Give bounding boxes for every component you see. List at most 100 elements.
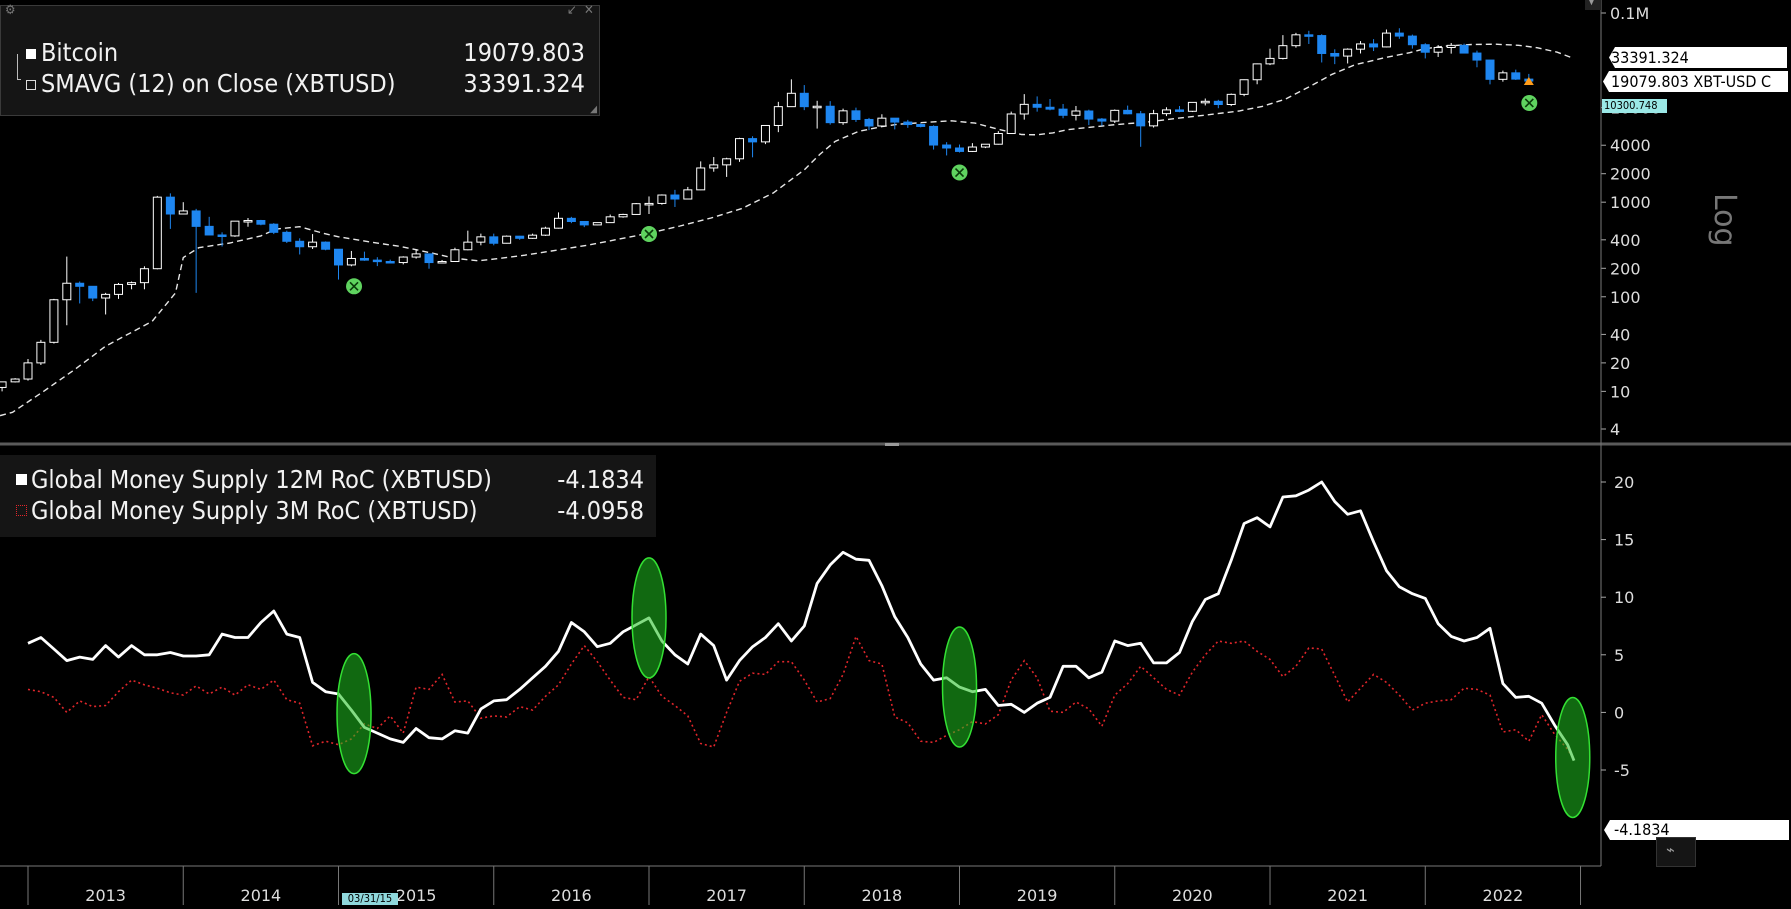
panel-menu-button[interactable]: ▼ <box>1585 0 1601 10</box>
candle <box>165 193 175 229</box>
candle-body <box>424 253 434 264</box>
candle <box>372 257 382 267</box>
year-label: 2017 <box>706 886 747 905</box>
candle-body <box>10 378 20 383</box>
candle <box>955 144 965 153</box>
candle-body <box>1006 113 1016 135</box>
candle-body <box>890 117 900 123</box>
candle <box>1446 42 1456 54</box>
candle <box>1084 109 1094 126</box>
candle <box>1511 69 1521 80</box>
candle <box>722 157 732 177</box>
candle <box>1407 34 1417 49</box>
chart-type-button[interactable]: ⌁ <box>1656 837 1696 867</box>
candle-body <box>411 253 421 258</box>
candle-body <box>838 110 848 124</box>
candle-body <box>1058 108 1068 116</box>
candle-body <box>683 189 693 200</box>
candle <box>903 119 913 128</box>
candle <box>1343 48 1353 64</box>
candle <box>1498 70 1508 82</box>
legend-label-roc12: Global Money Supply 12M RoC (XBTUSD) <box>31 465 492 494</box>
roc-axis-label: -5 <box>1614 761 1630 780</box>
legend-titlebar: ⚙ ↙ ✕ <box>1 3 599 22</box>
signal-marker <box>1521 94 1538 111</box>
resize-handle-icon[interactable]: ◢ <box>590 104 597 115</box>
candle-body <box>1343 48 1353 57</box>
candle <box>0 381 7 392</box>
candle-body <box>1369 43 1379 48</box>
candle-body <box>528 234 538 239</box>
candle-body <box>463 241 473 251</box>
bitcoin-series-icon <box>26 49 36 59</box>
candle <box>359 251 369 261</box>
roc-legend-box[interactable]: Global Money Supply 12M RoC (XBTUSD) -4.… <box>0 455 656 537</box>
price-legend-box[interactable]: ⚙ ↙ ✕ Bitcoin 19079.803 SMAVG (12) on Cl… <box>0 3 600 116</box>
candle <box>528 233 538 239</box>
candle-body <box>670 194 680 200</box>
candle-body <box>735 138 745 160</box>
candle-body <box>993 133 1003 145</box>
candle-body <box>1239 79 1249 95</box>
candle-body <box>1356 43 1366 50</box>
candle <box>230 220 240 237</box>
candle <box>385 259 395 264</box>
candle <box>191 208 201 293</box>
candle <box>1032 96 1042 112</box>
candle-body <box>786 92 796 108</box>
candle <box>114 282 124 299</box>
candle <box>1071 105 1081 121</box>
signal-cross-icon <box>1524 98 1534 108</box>
candle <box>321 241 331 251</box>
legend-value-roc12: -4.1834 <box>557 465 644 494</box>
candle <box>308 234 318 249</box>
gear-icon[interactable]: ⚙ <box>5 3 16 18</box>
candle-body <box>955 147 965 152</box>
candle <box>1097 118 1107 126</box>
candle <box>890 117 900 130</box>
legend-label-roc3: Global Money Supply 3M RoC (XBTUSD) <box>31 496 478 525</box>
candle <box>1317 34 1327 63</box>
roc-axis-label: 15 <box>1614 531 1634 550</box>
candle-body <box>748 138 758 143</box>
year-label: 2021 <box>1327 886 1368 905</box>
legend-label-bitcoin: Bitcoin <box>41 38 119 67</box>
close-icon[interactable]: ✕ <box>584 3 594 18</box>
candle-body <box>1433 46 1443 53</box>
candle-body <box>696 167 706 191</box>
candle <box>566 216 576 224</box>
candle <box>334 248 344 280</box>
candle <box>101 292 111 315</box>
candle <box>929 125 939 150</box>
price-axis-label: 2000 <box>1610 165 1651 184</box>
candle-body <box>1317 35 1327 54</box>
candle-body <box>1498 72 1508 80</box>
candle <box>773 101 783 133</box>
candle-body <box>450 249 460 262</box>
candle <box>838 108 848 125</box>
signal-marker <box>346 278 363 295</box>
candle-body <box>1097 118 1107 122</box>
candle-body <box>722 158 732 166</box>
candle <box>1239 79 1249 97</box>
roc12-series-icon <box>16 474 27 485</box>
candle-body <box>631 203 641 215</box>
year-label: 2014 <box>241 886 282 905</box>
roc-axis-label: 0 <box>1614 703 1624 722</box>
year-label: 2013 <box>85 886 126 905</box>
candle <box>657 194 667 205</box>
scale-mode-label[interactable]: Log <box>1707 193 1742 247</box>
highlight-ellipse <box>336 652 372 775</box>
candle <box>424 253 434 269</box>
candle-body <box>592 222 602 226</box>
minimize-icon[interactable]: ↙ <box>567 3 577 18</box>
candle-body <box>916 124 926 127</box>
candle-body <box>217 234 227 237</box>
panel-splitter-handle <box>885 443 899 446</box>
candle-body <box>1123 109 1133 115</box>
signal-cross-icon <box>954 167 965 178</box>
legend-value-roc3: -4.0958 <box>557 496 644 525</box>
candle-body <box>1265 57 1275 65</box>
candle <box>49 298 59 344</box>
